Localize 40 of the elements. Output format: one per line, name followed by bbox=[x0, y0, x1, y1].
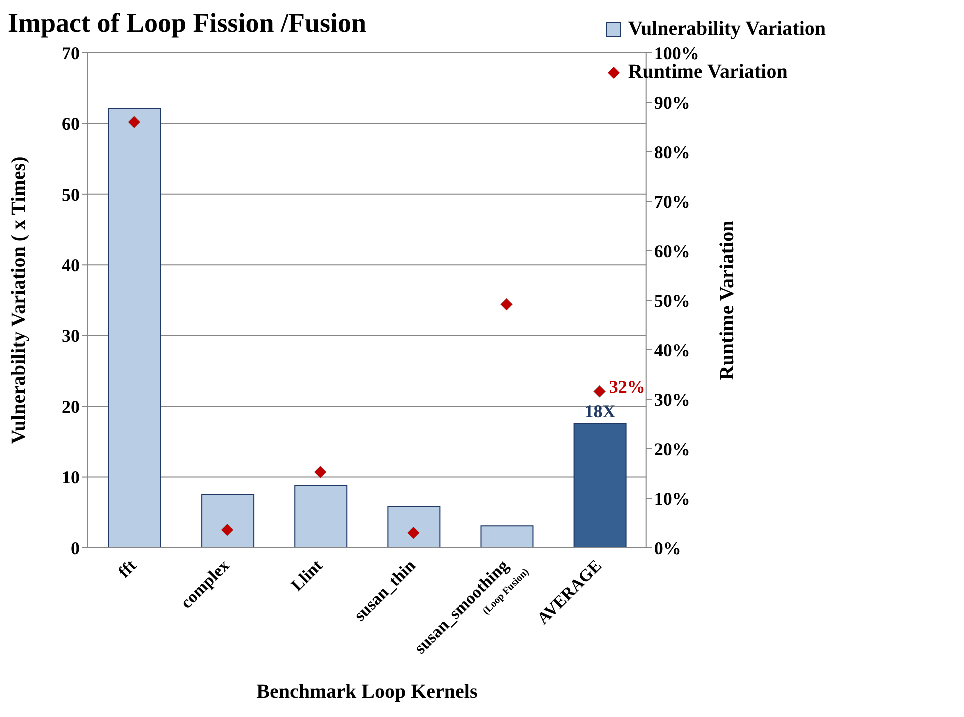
y-tick-label: 40 bbox=[62, 256, 80, 276]
y2-tick-label: 20% bbox=[654, 439, 690, 460]
point bbox=[500, 298, 514, 311]
y2-tick-label: 90% bbox=[654, 92, 690, 113]
legend-label: Runtime Variation bbox=[627, 61, 789, 84]
y-tick-label: 0 bbox=[71, 538, 80, 558]
y2-tick-label: 30% bbox=[654, 390, 690, 410]
point bbox=[314, 466, 327, 479]
point bbox=[594, 385, 606, 398]
y2-tick-label: 0% bbox=[654, 538, 682, 558]
x-tick-label: fft bbox=[114, 556, 140, 582]
legend-label: Vulnerability Variation bbox=[627, 18, 826, 41]
bar bbox=[574, 423, 627, 548]
y-tick-label: 70 bbox=[62, 43, 80, 64]
point bbox=[221, 524, 234, 536]
bar bbox=[294, 485, 348, 548]
y2-tick-label: 10% bbox=[654, 488, 690, 509]
chart-title: Impact of Loop Fission /Fusion bbox=[8, 8, 367, 39]
bar bbox=[108, 108, 162, 548]
data-label: 18X bbox=[584, 402, 616, 422]
y2-tick-label: 60% bbox=[654, 241, 690, 262]
y-tick-label: 20 bbox=[62, 396, 80, 417]
y2-tick-label: 50% bbox=[654, 290, 690, 311]
y2-tick-label: 80% bbox=[654, 142, 690, 162]
x-axis-title: Benchmark Loop Kernels bbox=[256, 681, 478, 703]
y2-tick-label: 40% bbox=[654, 340, 690, 360]
y-tick-label: 30 bbox=[62, 326, 80, 346]
y-tick-label: 50 bbox=[62, 184, 80, 205]
y2-tick-label: 70% bbox=[654, 192, 690, 212]
y2-tick-label: 100% bbox=[654, 43, 700, 64]
data-label: 32% bbox=[609, 377, 646, 398]
bar bbox=[202, 494, 255, 548]
y2-axis-title: Runtime Variation bbox=[716, 220, 738, 380]
point bbox=[128, 116, 141, 129]
point bbox=[407, 526, 420, 540]
bar bbox=[480, 526, 534, 548]
y-tick-label: 60 bbox=[62, 114, 80, 134]
bar bbox=[388, 506, 441, 548]
y-tick-label: 10 bbox=[62, 468, 80, 488]
y-axis-title: Vulnerability Variation ( x Times) bbox=[8, 156, 30, 444]
